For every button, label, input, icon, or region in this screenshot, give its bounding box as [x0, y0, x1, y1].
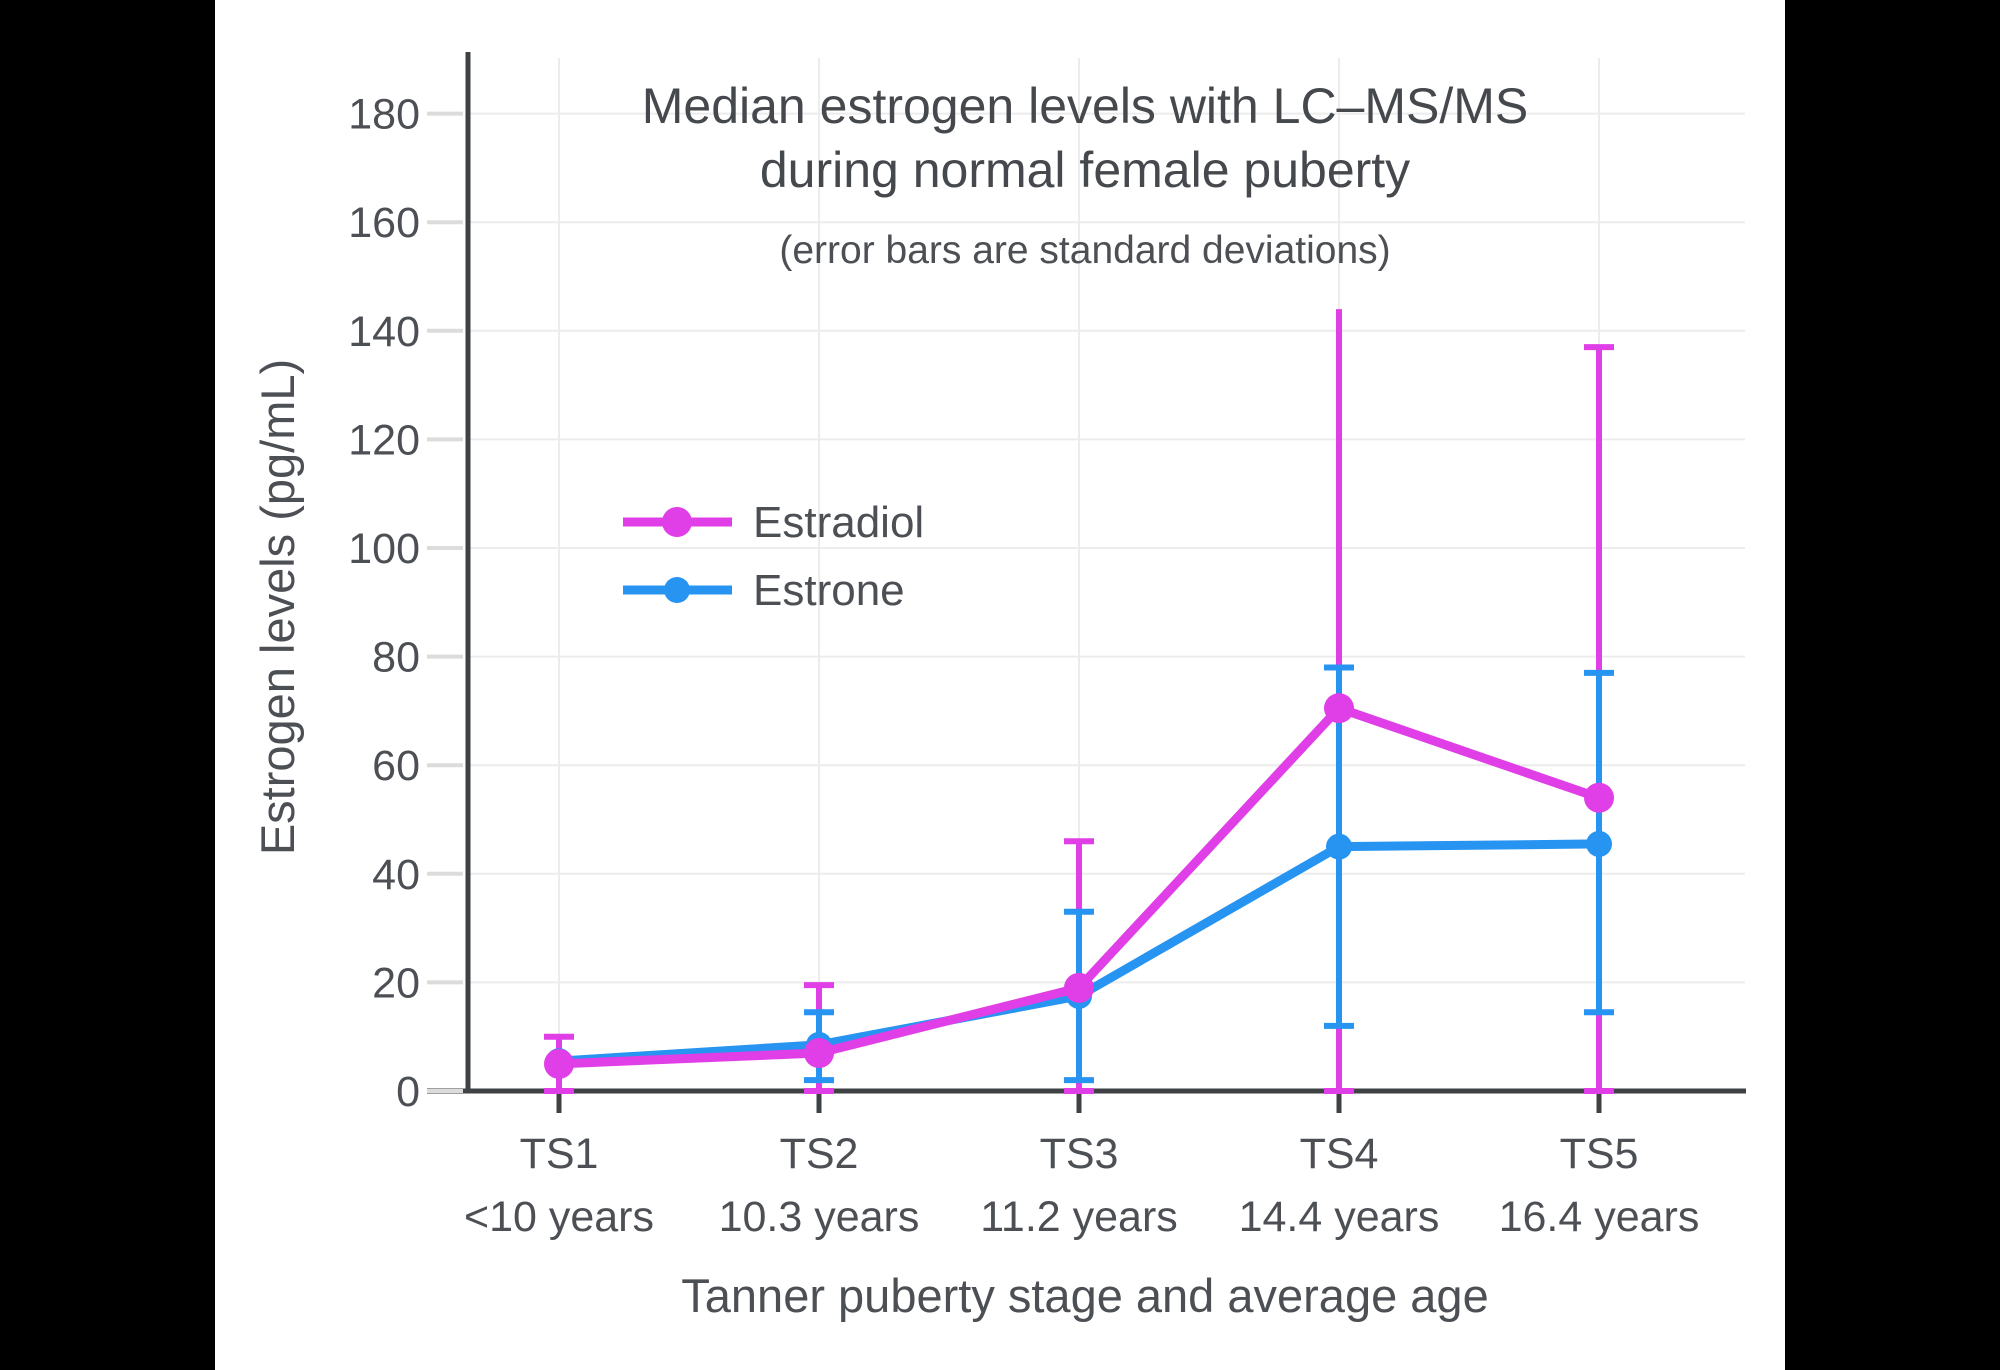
y-tick-label: 160: [348, 199, 420, 247]
plot-area: 0 20 40 60 80 100 120 140 160 180 TS1 <10 years TS2 1…: [348, 52, 1746, 1241]
y-tick-label: 0: [396, 1068, 420, 1116]
legend-item-estradiol[interactable]: Estradiol: [623, 498, 924, 547]
legend-label: Estradiol: [753, 498, 924, 547]
x-age-label: <10 years: [464, 1193, 654, 1241]
y-tick-label: 180: [348, 91, 420, 139]
x-age-label: 14.4 years: [1239, 1193, 1440, 1241]
data-point-estradiol: [1324, 693, 1354, 724]
x-age-label: 16.4 years: [1499, 1193, 1700, 1241]
chart-subtitle: (error bars are standard deviations): [779, 229, 1391, 272]
y-axis-title: Estrogen levels (pg/mL): [251, 358, 304, 856]
y-tick-label: 100: [348, 525, 420, 573]
x-category-label: TS1: [520, 1130, 599, 1178]
data-point-estrone: [1586, 830, 1612, 857]
x-age-label: 10.3 years: [719, 1193, 920, 1241]
x-category-label: TS4: [1300, 1130, 1379, 1178]
y-tick-label: 140: [348, 308, 420, 356]
data-point-estrone: [1326, 833, 1352, 860]
data-point-estradiol: [1584, 782, 1614, 813]
y-tick-label: 20: [372, 959, 420, 1007]
y-tick-label: 80: [372, 634, 420, 682]
chart-title-line2: during normal female puberty: [759, 142, 1411, 198]
y-tick-label: 120: [348, 416, 420, 464]
legend-swatch-dot: [662, 507, 692, 537]
x-category-label: TS3: [1040, 1130, 1119, 1178]
data-point-estradiol: [544, 1048, 574, 1079]
x-category-label: TS5: [1560, 1130, 1639, 1178]
chart-title-block: Median estrogen levels with LC–MS/MS dur…: [385, 74, 1785, 276]
data-point-estradiol: [1064, 972, 1094, 1003]
legend-label: Estrone: [753, 566, 905, 615]
data-point-estradiol: [804, 1037, 834, 1068]
x-category-label: TS2: [780, 1130, 859, 1178]
chart-panel: 0 20 40 60 80 100 120 140 160 180 TS1 <10 years TS2 1…: [215, 0, 1785, 1370]
y-tick-label: 60: [372, 742, 420, 790]
x-axis-title: Tanner puberty stage and average age: [681, 1269, 1489, 1322]
legend-item-estrone[interactable]: Estrone: [623, 566, 905, 615]
x-age-label: 11.2 years: [980, 1193, 1178, 1241]
chart-title-line1: Median estrogen levels with LC–MS/MS: [641, 78, 1529, 134]
y-tick-label: 40: [372, 851, 420, 899]
legend-swatch-dot: [664, 577, 690, 603]
